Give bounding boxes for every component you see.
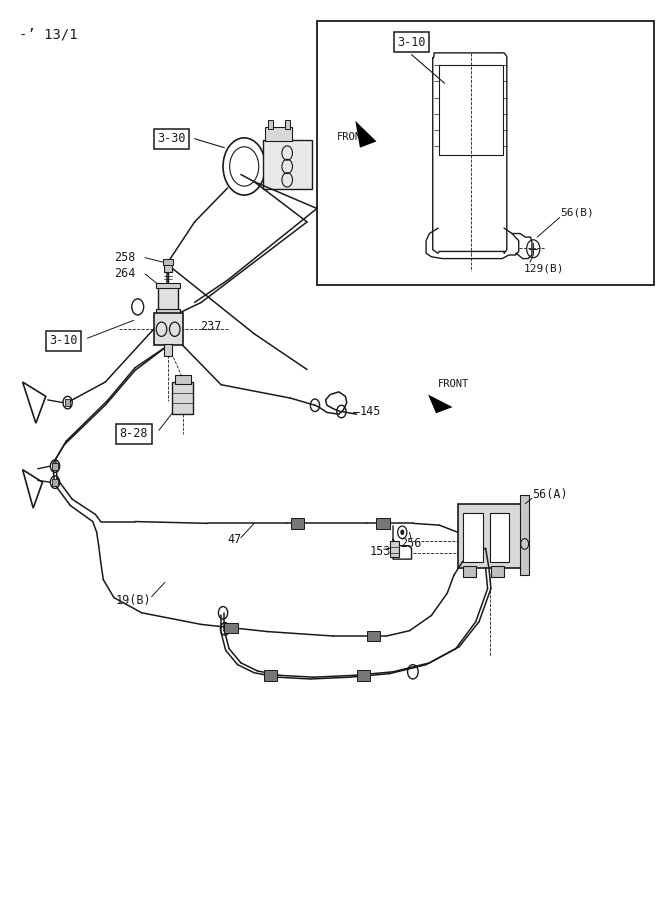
Bar [264,670,277,680]
Bar [458,504,523,568]
Bar [265,127,292,140]
Text: 237: 237 [200,320,221,333]
Bar [463,513,483,562]
Polygon shape [428,394,453,413]
Bar [357,670,370,680]
Bar [65,399,70,406]
Bar [175,375,191,383]
Bar [153,313,183,346]
Text: 145: 145 [360,405,382,418]
Text: 264: 264 [114,267,135,280]
Bar [263,140,312,189]
Bar [376,518,390,528]
Text: 256: 256 [400,537,421,551]
Circle shape [400,529,404,535]
Bar [317,21,654,284]
Text: 3-10: 3-10 [398,36,426,49]
Bar [367,631,380,642]
Bar [390,541,399,557]
Text: 56(A): 56(A) [532,488,568,501]
Bar [490,513,510,562]
Bar [53,479,57,486]
Bar [53,463,57,470]
Text: 8-28: 8-28 [119,428,148,440]
Bar [163,259,173,265]
Bar [172,382,193,414]
Bar [224,623,237,634]
Bar [520,495,530,575]
Bar [156,309,180,314]
Bar [158,286,178,311]
Bar [291,518,303,528]
Text: 3-30: 3-30 [157,132,185,145]
Text: FRONT: FRONT [337,132,368,142]
Bar [156,283,180,288]
Text: 19(B): 19(B) [115,594,151,607]
Text: -’ 13/1: -’ 13/1 [19,28,78,41]
Text: FRONT: FRONT [438,379,470,389]
Bar [164,344,172,356]
Bar [164,263,172,272]
Text: 129(B): 129(B) [524,264,564,274]
Text: 56(B): 56(B) [560,208,594,218]
Bar [491,566,504,577]
Bar [463,566,476,577]
Bar [285,120,290,129]
Polygon shape [356,121,376,148]
Text: 153: 153 [370,545,392,559]
Text: 258: 258 [114,251,135,265]
Text: 3-10: 3-10 [49,335,78,347]
Bar [268,120,273,129]
Text: 47: 47 [227,533,242,546]
